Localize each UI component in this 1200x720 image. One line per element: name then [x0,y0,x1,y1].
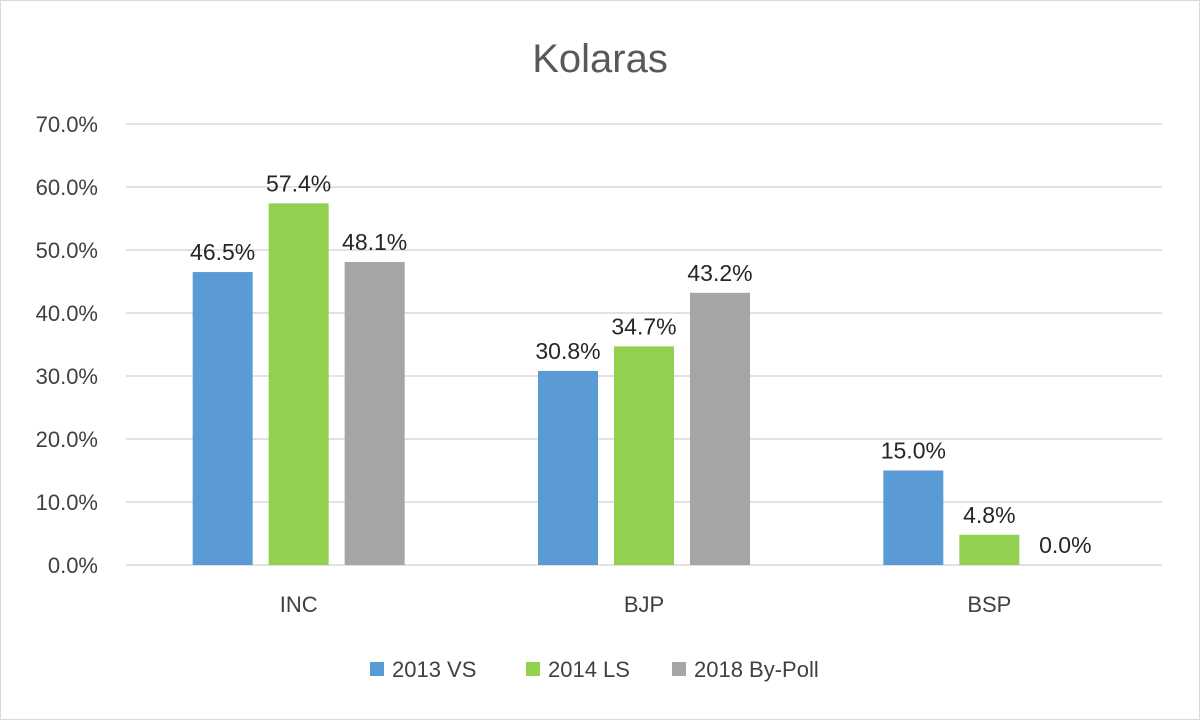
legend-swatch [672,662,686,676]
bar [883,470,944,565]
x-axis-categories: INC BJP BSP [280,592,1012,617]
y-tick-label: 10.0% [36,490,98,515]
x-category-label: BSP [967,592,1011,617]
y-tick-label: 20.0% [36,427,98,452]
bar [614,346,674,565]
legend-label: 2014 LS [548,657,630,682]
data-label: 46.5% [190,239,255,265]
chart-title: Kolaras [532,37,668,81]
legend-label: 2013 VS [392,657,476,682]
y-tick-label: 40.0% [36,301,98,326]
data-label: 34.7% [611,313,676,339]
data-label: 30.8% [535,338,600,364]
data-label: 15.0% [881,438,946,464]
legend: 2013 VS 2014 LS 2018 By-Poll [370,657,819,682]
bar [690,292,750,565]
y-tick-label: 0.0% [48,553,98,578]
data-label: 0.0% [1039,532,1091,558]
data-labels: 46.5% 57.4% 48.1% 30.8% 34.7% 43.2% 15.0% 4.8% 0… [190,170,1091,558]
y-axis-ticks: 0.0% 10.0% 20.0% 30.0% 40.0% 50.0% 60.0% 70.0% [36,112,98,578]
legend-swatch [370,662,384,676]
bar [192,272,253,565]
bar [538,370,598,565]
y-tick-label: 50.0% [36,238,98,263]
data-label: 57.4% [266,170,331,196]
bars [192,203,1020,565]
y-tick-label: 60.0% [36,175,98,200]
y-tick-label: 70.0% [36,112,98,137]
bar [959,534,1020,565]
bar [344,261,405,565]
y-tick-label: 30.0% [36,364,98,389]
x-category-label: INC [280,592,318,617]
x-category-label: BJP [624,592,664,617]
data-label: 43.2% [687,260,752,286]
legend-swatch [526,662,540,676]
data-label: 4.8% [963,502,1015,528]
data-label: 48.1% [342,229,407,255]
legend-label: 2018 By-Poll [694,657,819,682]
bar [268,203,329,565]
